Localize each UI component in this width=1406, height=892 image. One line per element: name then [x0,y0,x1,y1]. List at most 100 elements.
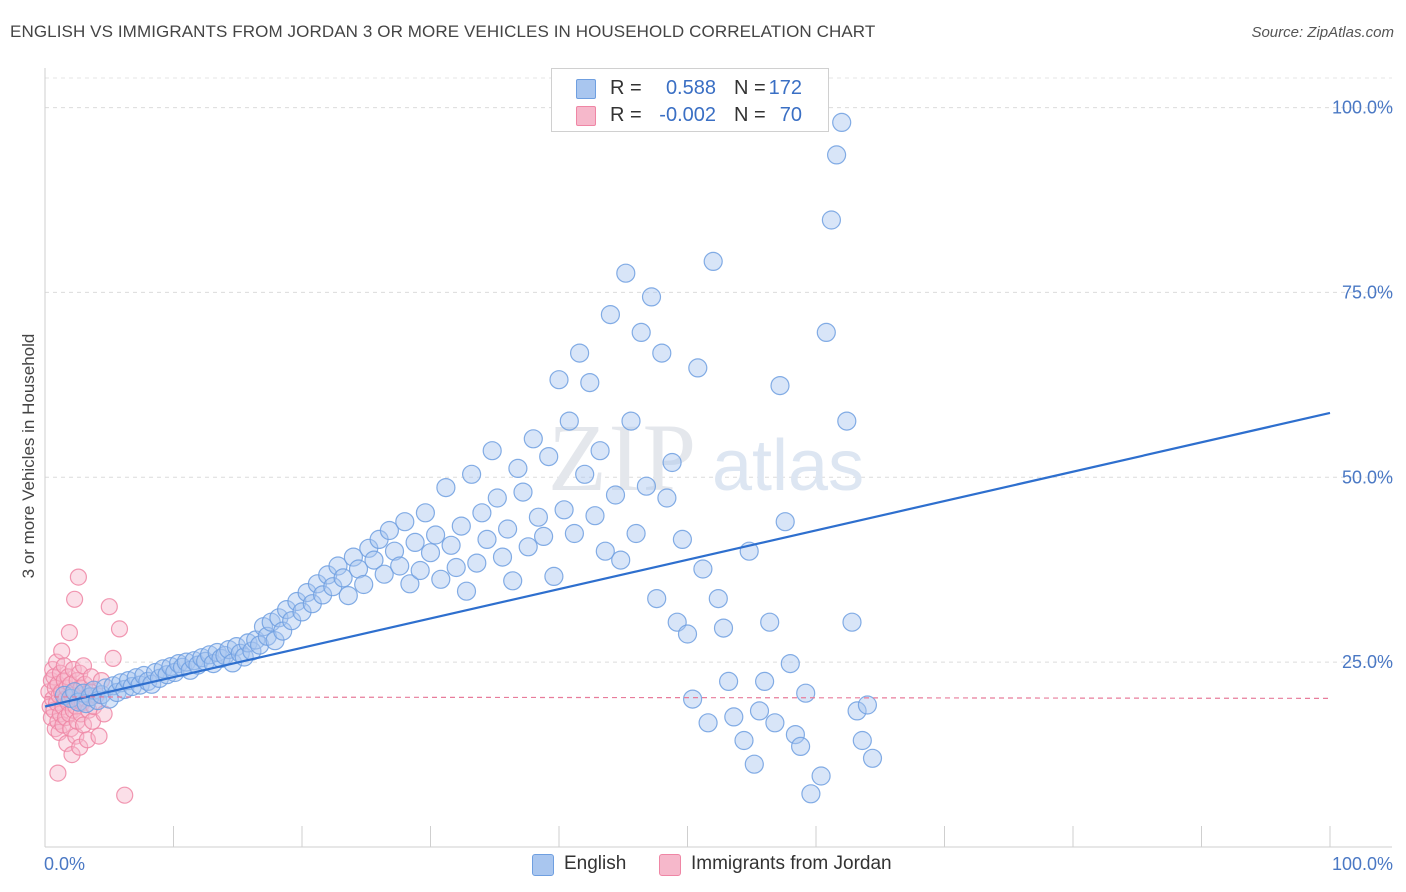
y-tick-label: 50.0% [1342,467,1393,487]
english-point [862,748,883,768]
legend-n-value: 172 [768,77,802,99]
english-trend-line [44,411,1331,708]
english-point [390,556,410,576]
english-point [662,452,682,473]
english-point [821,210,842,230]
english-point [724,707,744,727]
english-point [379,520,399,541]
english-point [672,529,693,550]
english-point [405,532,425,553]
english-point [641,287,662,307]
english-point [354,574,374,595]
english-point [533,526,554,547]
english-point [292,602,312,622]
chart-title: ENGLISH VS IMMIGRANTS FROM JORDAN 3 OR M… [10,22,876,41]
jordan-point [100,598,118,616]
english-point [539,447,559,467]
english-point [647,588,667,609]
legend-swatch-jordan [659,854,681,876]
english-point [400,574,420,594]
legend-r-value: -0.002 [659,104,716,126]
english-point [513,482,533,502]
english-point [528,507,549,527]
legend-n-value: 70 [779,104,802,126]
jordan-point [90,727,108,745]
english-point [785,724,806,745]
english-point [760,612,780,632]
english-point [708,588,728,609]
legend-label-jordan: Immigrants from Jordan [691,853,892,874]
english-point [713,618,734,638]
english-point [693,559,713,579]
legend-r-label: R = [610,104,642,126]
english-point [744,754,764,774]
english-point [446,557,466,578]
english-point [811,766,831,786]
jordan-point [60,623,79,642]
jordan-point [55,657,73,675]
english-point [616,263,636,283]
legend-swatch-english [532,854,554,876]
english-point [192,648,212,668]
legend-n-label: N = [734,77,766,99]
english-point [682,689,703,709]
jordan-point [65,590,84,608]
english-point [328,556,348,576]
english-point [564,523,585,544]
english-point [790,736,811,757]
english-point [431,569,451,589]
y-axis-label: 3 or more Vehicles in Household [19,334,38,579]
y-tick-label: 100.0% [1332,98,1393,118]
english-point [277,599,297,620]
english-point [498,519,518,539]
english-point [796,683,816,703]
english-point [338,585,358,606]
english-point [420,543,441,563]
english-point [523,429,543,449]
english-point [688,358,708,378]
english-point [415,503,435,523]
english-point [595,541,615,561]
english-point [780,653,800,674]
english-point [652,343,672,363]
english-point [847,701,867,721]
legend-swatch-english [576,79,596,99]
jordan-point [49,764,67,782]
english-point [265,631,285,651]
english-point [657,488,677,508]
english-point [698,713,718,733]
english-point [477,529,497,550]
english-point [426,525,446,545]
english-point [677,624,698,644]
y-tick-label: 25.0% [1342,652,1393,672]
english-point [575,464,595,484]
english-point [754,671,775,692]
english-point [410,560,430,581]
english-point [857,695,878,715]
english-point [492,547,513,567]
jordan-point [104,649,122,668]
english-point [395,512,415,532]
english-point [611,550,631,570]
english-point [626,523,646,544]
english-point [364,550,384,570]
english-point [837,411,857,431]
english-point [549,370,569,390]
english-point [636,476,657,496]
english-point [605,485,626,505]
english-point [559,411,579,431]
english-point [775,512,795,532]
english-point [384,541,405,561]
english-point [518,537,538,557]
english-point [832,112,852,133]
english-point [718,671,739,692]
legend-swatch-jordan [576,106,596,126]
x-tick-label: 100.0% [1332,854,1393,874]
english-point [569,343,590,363]
legend-r-label: R = [610,77,642,99]
english-point [770,376,790,396]
legend-r-value: 0.588 [665,77,716,99]
jordan-trend-line [44,696,1331,699]
english-point [765,713,785,733]
english-point [816,322,836,342]
